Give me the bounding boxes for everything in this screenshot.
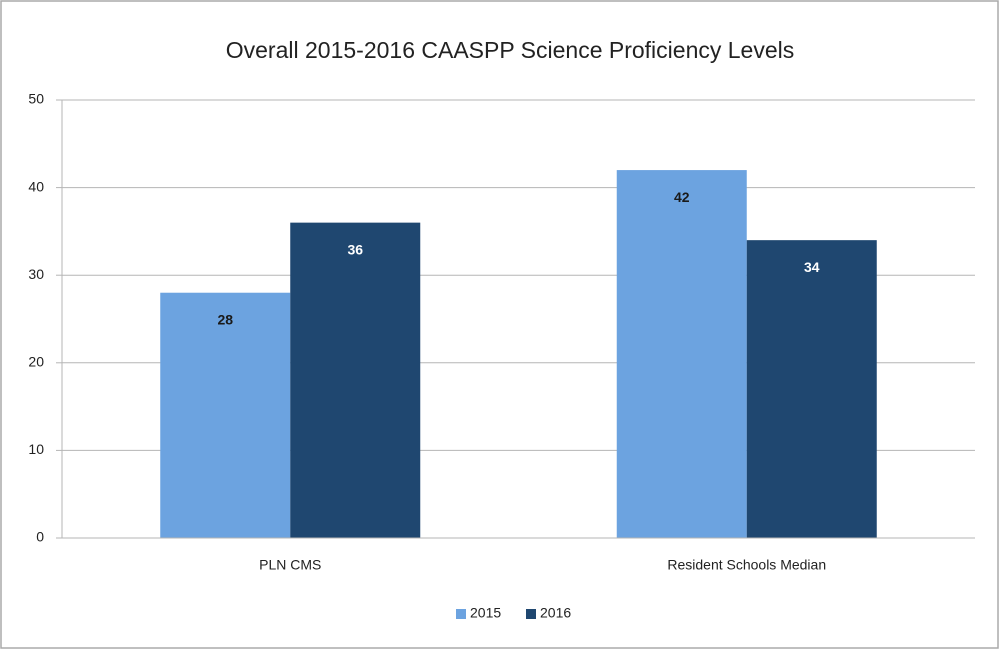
legend-label: 2015 bbox=[470, 605, 501, 621]
data-label: 34 bbox=[804, 259, 820, 275]
x-tick-label: PLN CMS bbox=[259, 557, 321, 573]
bar bbox=[746, 240, 877, 538]
bar bbox=[616, 170, 747, 538]
y-tick-label: 40 bbox=[28, 178, 44, 194]
bar bbox=[160, 292, 291, 538]
y-tick-label: 20 bbox=[28, 354, 44, 370]
y-tick-label: 50 bbox=[28, 91, 44, 107]
data-label: 42 bbox=[674, 189, 690, 205]
data-label: 36 bbox=[347, 241, 363, 257]
y-tick-label: 0 bbox=[36, 529, 44, 545]
y-tick-label: 10 bbox=[28, 441, 44, 457]
chart-title: Overall 2015-2016 CAASPP Science Profici… bbox=[226, 37, 795, 63]
legend-swatch bbox=[456, 609, 466, 619]
data-label: 28 bbox=[217, 311, 233, 327]
legend-label: 2016 bbox=[540, 605, 571, 621]
legend-swatch bbox=[526, 609, 536, 619]
y-tick-label: 30 bbox=[28, 266, 44, 282]
bar bbox=[290, 222, 421, 538]
x-tick-label: Resident Schools Median bbox=[667, 557, 826, 573]
